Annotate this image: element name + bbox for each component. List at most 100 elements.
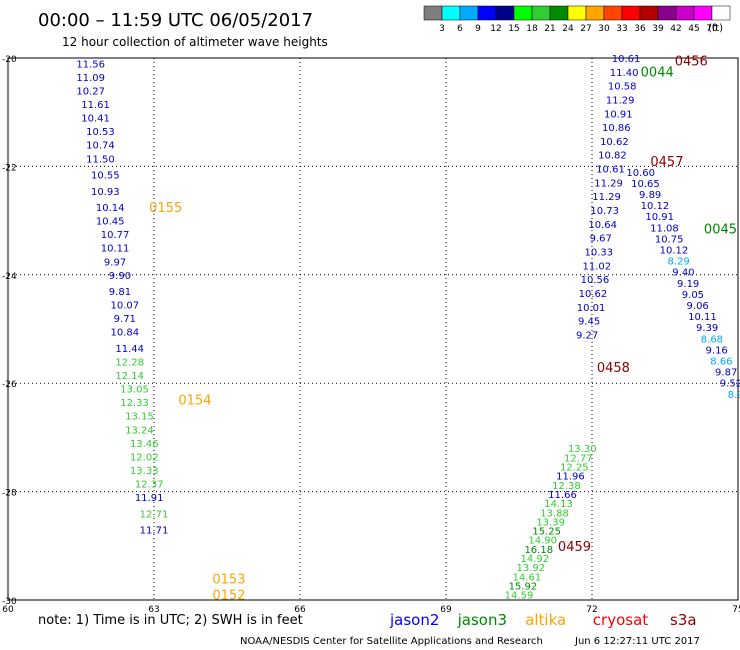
track-value-label: 11.91 — [135, 493, 164, 504]
pass-label: 0154 — [178, 393, 211, 408]
footer-note: note: 1) Time is in UTC; 2) SWH is in fe… — [38, 613, 303, 628]
pass-label: 0456 — [675, 55, 708, 70]
track-value-label: 15.25 — [532, 527, 561, 538]
track-value-label: 11.61 — [81, 100, 110, 111]
track-value-label: 10.27 — [76, 87, 105, 98]
footer-generated: Jun 6 12:27:11 UTC 2017 — [574, 636, 700, 647]
track-value-label: 9.52 — [720, 379, 740, 390]
track-value-label: 12.25 — [560, 463, 589, 474]
track-value-label: 12.37 — [135, 479, 164, 490]
x-tick-label: 66 — [294, 605, 306, 615]
x-tick-label: 60 — [2, 605, 14, 615]
track-value-label: 9.81 — [109, 287, 131, 298]
track-value-label: 10.33 — [584, 247, 613, 258]
legend-jason2: jason2 — [389, 611, 439, 629]
scale-tick-label: 15 — [508, 24, 519, 34]
plot-area: 60 63 66 69 72 75 -20 -22 -24 -26 -28 -30 11.56 11.0… — [2, 54, 740, 615]
track-value-label: 12.33 — [120, 398, 149, 409]
scale-swatch — [459, 5, 479, 21]
scale-swatch — [603, 5, 623, 21]
track-value-label: 13.05 — [120, 385, 149, 396]
scale-tick-label: 27 — [580, 24, 591, 34]
scale-swatch — [441, 5, 461, 21]
track-value-label: 14.59 — [505, 591, 534, 602]
track-value-label: 9.27 — [576, 330, 598, 341]
pass-label: 0153 — [212, 572, 245, 587]
scale-tick-label: 45 — [688, 24, 699, 34]
track-value-label: 9.40 — [672, 268, 694, 279]
scale-tick-label: 33 — [616, 24, 627, 34]
track-value-label: 16.18 — [524, 545, 553, 556]
track-value-label: 12.02 — [130, 452, 159, 463]
legend-jason3: jason3 — [457, 611, 507, 629]
scale-swatch — [513, 5, 533, 21]
track-value-label: 10.55 — [91, 171, 120, 182]
track-value-label: 9.39 — [696, 323, 718, 334]
y-tick-label: -20 — [2, 55, 17, 65]
track-value-label: 11.02 — [583, 261, 612, 272]
track-value-label: 10.61 — [596, 165, 625, 176]
track-value-label: 10.91 — [645, 212, 674, 223]
x-tick-label: 63 — [148, 605, 159, 615]
track-value-label: 9.71 — [114, 314, 136, 325]
scale-tick-label: 30 — [598, 24, 610, 34]
track-value-label: 9.06 — [687, 301, 709, 312]
track-value-label: 15.92 — [509, 581, 538, 592]
scale-swatch — [675, 5, 695, 21]
track-value-label: 11.29 — [594, 178, 623, 189]
scale-swatch — [567, 5, 587, 21]
scale-swatch — [549, 5, 569, 21]
page-title: 00:00 – 11:59 UTC 06/05/2017 — [38, 10, 313, 31]
track-value-label: 9.89 — [639, 190, 661, 201]
track-value-label: 9.19 — [677, 279, 699, 290]
track-value-label: 11.66 — [548, 490, 577, 501]
track-value-label: 8.9 — [728, 390, 740, 401]
scale-tick-label: 24 — [562, 24, 574, 34]
track-value-label: 10.12 — [641, 201, 670, 212]
track-value-label: 10.93 — [91, 187, 120, 198]
track-value-label: 9.97 — [104, 257, 126, 268]
track-value-label: 11.40 — [610, 68, 639, 79]
pass-label: 0458 — [597, 361, 630, 376]
scale-unit-label: (ft) — [708, 23, 723, 34]
track-value-label: 9.67 — [590, 234, 612, 245]
track-value-label: 10.01 — [577, 303, 606, 314]
track-value-label: 10.53 — [86, 127, 115, 138]
x-tick-label: 75 — [732, 605, 740, 615]
track-value-label: 10.75 — [655, 234, 684, 245]
track-value-label: 11.09 — [76, 73, 105, 84]
pass-label: 0459 — [558, 540, 591, 555]
color-scale: 3 6 9 12 15 18 21 24 27 30 33 36 39 42 45 70 — [423, 5, 731, 34]
track-value-label: 10.07 — [110, 301, 139, 312]
track-value-label: 11.96 — [556, 472, 585, 483]
pass-label: 0152 — [212, 589, 245, 604]
x-tick-label: 72 — [586, 605, 597, 615]
track-value-label: 11.29 — [592, 192, 621, 203]
track-value-label: 10.11 — [688, 312, 717, 323]
track-value-label: 11.56 — [76, 59, 105, 70]
track-value-label: 13.30 — [568, 444, 597, 455]
scale-swatch — [477, 5, 497, 21]
scale-swatch — [531, 5, 551, 21]
scale-tick-label: 39 — [652, 24, 664, 34]
scale-tick-label: 3 — [439, 24, 445, 34]
track-value-label: 10.62 — [600, 137, 629, 148]
footer-credit: NOAA/NESDIS Center for Satellite Applica… — [240, 636, 543, 647]
track-value-label: 10.12 — [660, 246, 689, 257]
track-value-label: 10.74 — [86, 141, 115, 152]
track-value-label: 9.87 — [715, 368, 737, 379]
track-value-label: 13.24 — [125, 425, 154, 436]
track-value-label: 13.46 — [130, 439, 159, 450]
scale-tick-label: 70 — [706, 24, 718, 34]
track-value-label: 10.58 — [608, 82, 637, 93]
track-value-label: 11.71 — [140, 526, 169, 537]
track-value-label: 14.13 — [544, 499, 573, 510]
track-value-label: 10.41 — [81, 114, 110, 125]
track-value-label: 10.14 — [96, 203, 125, 214]
scale-tick-label: 42 — [670, 24, 681, 34]
pass-labels: 0155 0154 0153 0152 0456 0457 0458 0459 0045 0044 — [149, 55, 737, 604]
y-tick-label: -22 — [2, 163, 17, 173]
satellite-legend: jason2 jason3 altika cryosat s3a — [389, 611, 697, 629]
scale-swatch — [693, 5, 713, 21]
